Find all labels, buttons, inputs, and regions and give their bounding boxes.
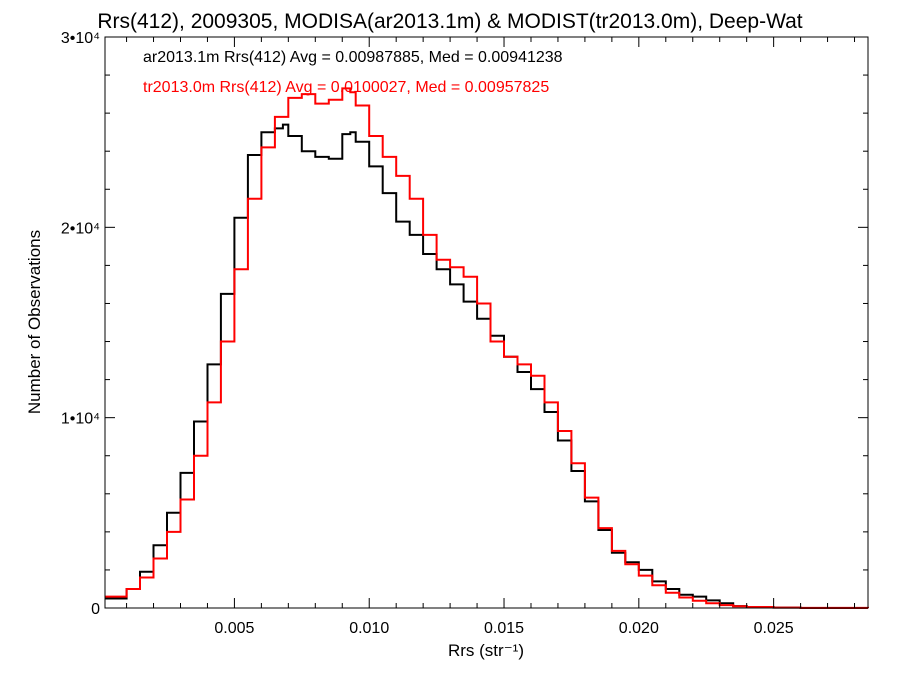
x-tick-label: 0.010 — [349, 620, 389, 637]
chart-title: Rrs(412), 2009305, MODISA(ar2013.1m) & M… — [97, 10, 802, 33]
y-tick-label: 3•10⁴ — [61, 30, 100, 47]
series-line-1 — [105, 87, 869, 609]
annotation-tr2013: tr2013.0m Rrs(412) Avg = 0.0100027, Med … — [143, 79, 549, 96]
y-tick-label: 2•10⁴ — [61, 220, 100, 237]
y-axis-label: Number of Observations — [25, 230, 44, 414]
series-line-0 — [105, 123, 868, 609]
y-axis-ticks: 0 1•10⁴ 2•10⁴ 3•10⁴ — [61, 30, 868, 618]
plot-frame — [104, 36, 869, 609]
x-tick-label: 0.025 — [754, 620, 794, 637]
y-tick-label: 0 — [91, 601, 100, 618]
x-axis-ticks: 0.005 0.010 0.015 0.020 0.025 — [126, 37, 856, 637]
x-tick-label: 0.020 — [619, 620, 659, 637]
x-tick-label: 0.005 — [214, 620, 254, 637]
series-layer — [105, 87, 869, 609]
x-axis-label: Rrs (str⁻¹) — [448, 641, 524, 660]
x-tick-label: 0.015 — [484, 620, 524, 637]
y-tick-label: 1•10⁴ — [61, 411, 100, 428]
annotation-ar2013: ar2013.1m Rrs(412) Avg = 0.00987885, Med… — [143, 49, 563, 66]
